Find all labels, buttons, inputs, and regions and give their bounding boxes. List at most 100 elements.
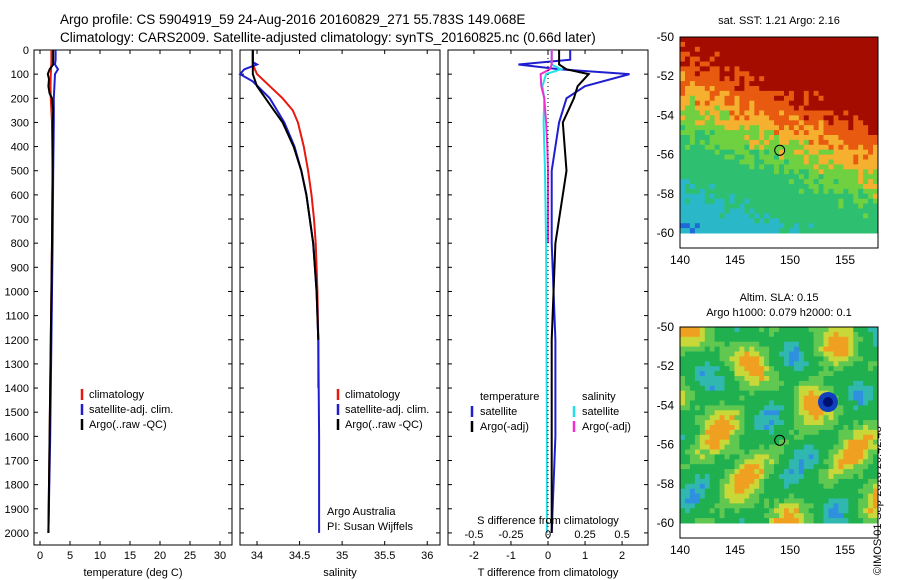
map-cell: [680, 395, 686, 401]
map-cell: [744, 434, 750, 441]
map-cell: [868, 478, 874, 485]
map-cell: [719, 327, 726, 333]
map-cell: [843, 380, 849, 387]
map-cell: [714, 454, 721, 460]
map-cell: [685, 86, 691, 92]
map-cell: [724, 454, 730, 460]
map-cell: [798, 356, 805, 362]
map-cell: [779, 208, 785, 214]
map-cell: [838, 213, 844, 219]
map-cell: [828, 327, 834, 333]
map-cell: [818, 410, 825, 416]
map-cell: [784, 459, 790, 465]
map-cell: [833, 336, 839, 343]
map-cell: [680, 115, 686, 121]
map-cell: [798, 86, 805, 92]
map-cell: [704, 483, 711, 490]
map-cell: [779, 351, 785, 357]
map-cell: [685, 420, 691, 426]
map-cell: [719, 193, 726, 200]
map-y-tick-label: -52: [657, 69, 675, 83]
map-cell: [694, 454, 701, 460]
map-cell: [719, 361, 726, 367]
map-cell: [689, 159, 696, 165]
map-cell: [704, 464, 711, 470]
map-cell: [853, 174, 859, 180]
map-cell: [689, 385, 696, 392]
map-cell: [803, 125, 810, 131]
map-cell: [863, 376, 869, 382]
map-cell: [739, 513, 745, 519]
map-cell: [739, 100, 745, 107]
map-cell: [709, 508, 716, 514]
map-cell: [784, 179, 790, 185]
map-cell: [803, 105, 810, 111]
map-cell: [709, 503, 716, 509]
map-cell: [868, 154, 874, 160]
map-cell: [848, 56, 854, 62]
map-cell: [843, 154, 849, 160]
map-cell: [724, 86, 730, 92]
map-cell: [784, 110, 790, 116]
map-cell: [704, 336, 711, 343]
map-cell: [739, 469, 745, 475]
map-cell: [808, 115, 815, 121]
map-cell: [704, 513, 711, 519]
map-cell: [734, 76, 740, 82]
map-cell: [719, 331, 726, 338]
map-cell: [714, 395, 721, 401]
map-cell: [744, 125, 750, 131]
series-line: [541, 50, 564, 533]
map-cell: [739, 508, 745, 514]
map-cell: [724, 439, 730, 446]
map-cell: [843, 105, 849, 111]
map-cell: [719, 169, 726, 175]
map-cell: [709, 459, 716, 465]
map-cell: [749, 434, 755, 441]
map-cell: [808, 385, 815, 392]
map-cell: [873, 105, 879, 111]
map-cell: [788, 464, 795, 470]
map-cell: [719, 149, 726, 156]
map-cell: [709, 420, 716, 426]
map-cell: [739, 405, 745, 411]
map-cell: [749, 198, 755, 205]
map-cell: [709, 154, 716, 160]
map-cell: [798, 385, 805, 392]
map-cell: [779, 356, 785, 362]
map-cell: [739, 174, 745, 180]
map-y-tick-label: -56: [657, 148, 675, 162]
map-cell: [818, 493, 825, 499]
map-cell: [680, 179, 686, 185]
map-cell: [759, 37, 765, 43]
map-cell: [709, 228, 716, 234]
map-cell: [818, 203, 825, 209]
map-cell: [808, 469, 815, 475]
map-cell: [774, 144, 780, 151]
map-cell: [724, 51, 730, 58]
map-cell: [784, 415, 790, 421]
map-cell: [744, 459, 750, 465]
map-cell: [828, 90, 834, 97]
map-cell: [798, 371, 805, 377]
y-tick-label: 1800: [5, 480, 29, 492]
map-cell: [779, 410, 785, 416]
map-cell: [729, 395, 735, 401]
y-tick-label: 600: [11, 190, 29, 202]
map-cell: [863, 198, 869, 205]
map-cell: [719, 498, 726, 504]
map-cell: [818, 144, 825, 151]
map-cell: [769, 356, 775, 362]
map-cell: [774, 410, 780, 416]
map-cell: [823, 488, 829, 495]
map-cell: [848, 346, 854, 352]
map-cell: [724, 331, 730, 338]
map-cell: [694, 410, 701, 416]
map-cell: [863, 493, 869, 499]
map-cell: [868, 336, 874, 343]
map-cell: [729, 115, 735, 121]
map-cell: [724, 395, 730, 401]
map-cell: [818, 188, 825, 195]
map-cell: [744, 405, 750, 411]
map-cell: [744, 351, 750, 357]
